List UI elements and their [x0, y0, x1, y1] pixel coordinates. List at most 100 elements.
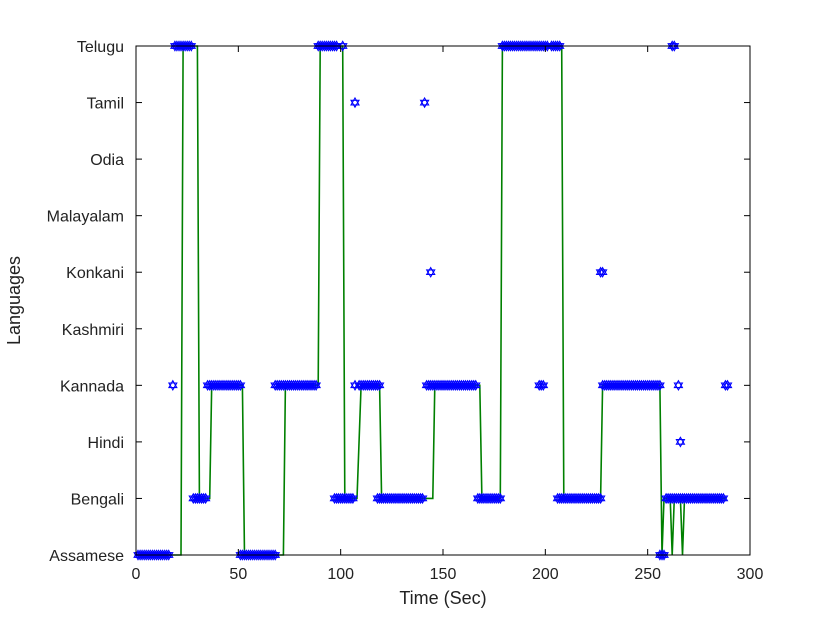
- marker-triangle-up: [718, 492, 729, 502]
- data-point-marker: [348, 492, 358, 505]
- marker-triangle-up: [655, 379, 665, 389]
- marker-triangle-down: [417, 495, 428, 505]
- marker-triangle-down: [655, 382, 665, 392]
- x-tick-label: 150: [430, 566, 457, 583]
- y-tick-label: Konkani: [66, 265, 124, 282]
- data-point-marker: [200, 492, 211, 505]
- marker-triangle-down: [722, 382, 733, 391]
- y-tick-label: Odia: [90, 152, 124, 169]
- data-point-marker: [470, 379, 481, 392]
- axis-ticks: 0 50 100 150 200 250 300 Assamese Bengali Hindi Ka…: [47, 39, 764, 583]
- marker-triangle-up: [675, 436, 686, 445]
- marker-triangle-down: [495, 495, 506, 505]
- data-point-marker: [331, 40, 342, 52]
- y-tick-label: Assamese: [49, 548, 124, 565]
- data-point-marker: [186, 40, 197, 52]
- marker-triangle-down: [235, 382, 246, 391]
- x-axis-label: Time (Sec): [399, 588, 486, 608]
- marker-triangle-down: [659, 552, 669, 561]
- data-point-marker: [597, 266, 608, 278]
- y-tick-label: Malayalam: [47, 209, 124, 226]
- data-point-marker: [675, 436, 686, 448]
- data-point-marker: [669, 40, 680, 52]
- marker-triangle-up: [673, 379, 684, 389]
- marker-triangle-down: [186, 43, 197, 52]
- x-tick-label: 100: [327, 566, 354, 583]
- data-point-marker: [235, 379, 246, 391]
- y-tick-label: Telugu: [77, 39, 124, 56]
- marker-triangle-down: [470, 382, 481, 392]
- y-tick-label: Kannada: [60, 378, 124, 395]
- marker-triangle-up: [235, 379, 246, 389]
- plot-marks: [133, 40, 733, 561]
- marker-triangle-down: [311, 382, 322, 391]
- marker-triangle-down: [163, 552, 174, 561]
- marker-triangle-up: [425, 266, 436, 276]
- axes-frame: [135, 45, 751, 556]
- marker-triangle-up: [337, 40, 348, 49]
- y-tick-label: Hindi: [88, 435, 124, 452]
- y-tick-label: Bengali: [71, 491, 124, 508]
- data-point-marker: [655, 379, 665, 392]
- marker-triangle-up: [186, 40, 197, 49]
- data-point-marker: [718, 492, 729, 505]
- data-point-marker: [595, 492, 606, 505]
- marker-triangle-up: [350, 96, 360, 106]
- marker-triangle-up: [167, 379, 178, 389]
- language-transition-line: [136, 45, 726, 556]
- marker-triangle-up: [669, 40, 680, 49]
- marker-triangle-down: [425, 269, 436, 278]
- marker-triangle-down: [595, 495, 606, 505]
- data-point-marker: [311, 379, 322, 391]
- marker-triangle-up: [270, 549, 281, 558]
- data-point-marker: [673, 379, 684, 391]
- marker-triangle-up: [311, 379, 322, 389]
- marker-triangle-down: [538, 382, 549, 391]
- marker-triangle-up: [374, 379, 385, 389]
- marker-triangle-down: [200, 495, 211, 505]
- data-point-marker: [163, 549, 174, 561]
- data-point-marker: [350, 96, 360, 109]
- marker-triangle-down: [675, 439, 686, 448]
- y-axis-label: Languages: [4, 256, 24, 345]
- marker-triangle-up: [200, 492, 211, 502]
- marker-triangle-up: [331, 40, 342, 49]
- data-point-marker: [419, 96, 430, 109]
- data-point-marker: [270, 549, 281, 561]
- y-tick-label: Tamil: [87, 96, 124, 113]
- marker-triangle-down: [270, 552, 281, 561]
- data-point-marker: [167, 379, 178, 392]
- marker-triangle-down: [597, 269, 608, 278]
- marker-triangle-down: [331, 43, 342, 52]
- x-tick-label: 200: [532, 566, 559, 583]
- data-point-marker: [538, 379, 549, 391]
- marker-triangle-down: [718, 495, 729, 505]
- data-point-marker: [495, 492, 506, 505]
- data-point-marker: [417, 492, 428, 505]
- marker-triangle-up: [348, 492, 358, 502]
- x-tick-label: 50: [229, 566, 247, 583]
- marker-triangle-up: [470, 379, 481, 389]
- marker-triangle-down: [348, 495, 358, 505]
- marker-triangle-up: [659, 549, 669, 558]
- data-point-marker: [554, 40, 565, 52]
- data-point-marker: [659, 549, 669, 561]
- marker-triangle-up: [538, 379, 549, 389]
- marker-triangle-up: [722, 379, 733, 389]
- marker-triangle-up: [163, 549, 174, 558]
- marker-triangle-down: [374, 382, 385, 392]
- marker-triangle-down: [419, 99, 430, 109]
- marker-triangle-down: [673, 382, 684, 391]
- data-point-marker: [425, 266, 436, 278]
- marker-triangle-down: [167, 382, 178, 392]
- data-point-marker: [722, 379, 733, 391]
- marker-triangle-up: [495, 492, 506, 502]
- data-point-marker: [374, 379, 385, 392]
- x-tick-label: 0: [132, 566, 141, 583]
- x-tick-label: 250: [634, 566, 661, 583]
- y-tick-label: Kashmiri: [62, 322, 124, 339]
- marker-triangle-up: [597, 266, 608, 276]
- marker-triangle-down: [669, 43, 680, 52]
- marker-triangle-up: [595, 492, 606, 502]
- marker-triangle-up: [417, 492, 428, 502]
